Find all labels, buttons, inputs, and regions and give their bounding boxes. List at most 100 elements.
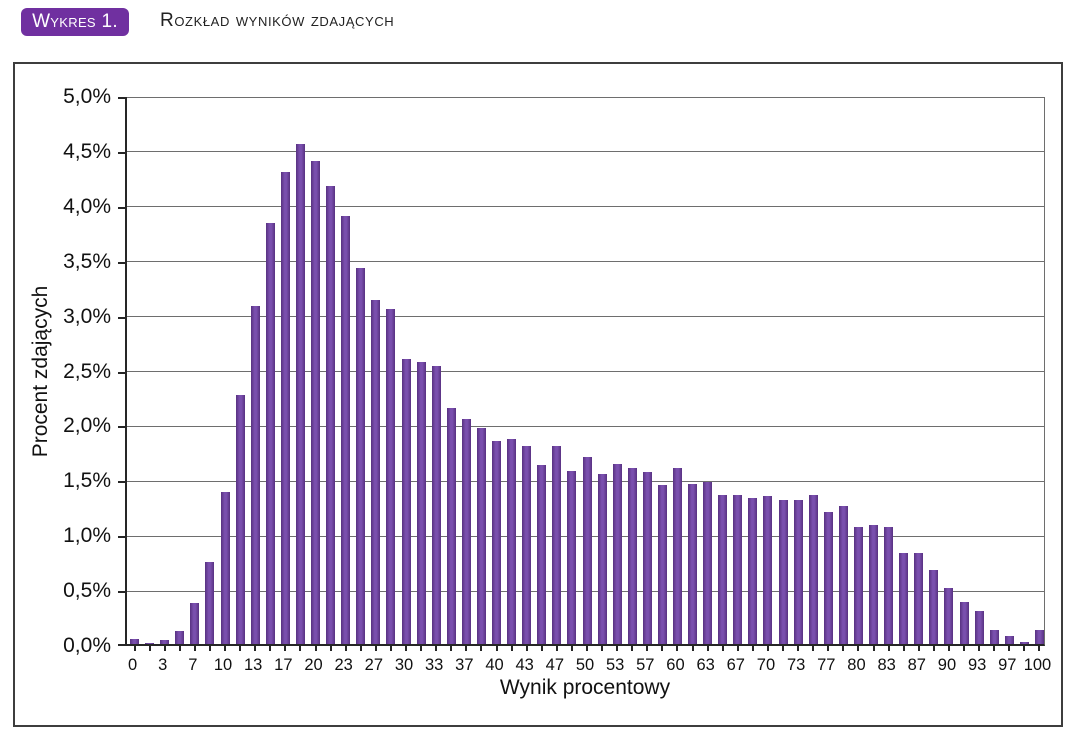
x-axis-tick (947, 646, 950, 651)
x-axis-tick (329, 646, 332, 651)
x-tick-label: 70 (756, 656, 776, 674)
x-tick-label: 73 (786, 656, 806, 674)
x-tick-label: 100 (1023, 656, 1052, 674)
x-axis-tick (299, 646, 302, 651)
bar (461, 418, 471, 644)
bar (627, 468, 637, 644)
x-axis-tick (254, 646, 257, 651)
x-tick-label: 43 (515, 656, 534, 674)
x-axis-tick (359, 646, 362, 651)
x-axis-tick (465, 646, 468, 651)
y-tick-label: 4,5% (63, 139, 111, 163)
chart-number-badge: Wykres 1. (21, 8, 129, 36)
bar (507, 438, 517, 644)
x-axis-tick (1023, 646, 1026, 651)
gridline (127, 261, 1044, 263)
gridline (127, 316, 1044, 318)
y-tick-label: 5,0% (63, 85, 111, 108)
gridline (127, 151, 1044, 153)
x-axis-tick (555, 646, 558, 651)
x-axis-tick (239, 646, 242, 651)
y-axis-tick (118, 151, 127, 154)
bar (657, 484, 667, 644)
bar (567, 470, 577, 644)
x-axis-tick (736, 646, 739, 651)
bar (763, 495, 773, 644)
chart-title: Rozkład wyników zdających (160, 10, 395, 31)
bar (492, 440, 501, 644)
x-axis-tick (420, 646, 423, 651)
x-axis-tick (932, 646, 935, 651)
x-tick-label: 57 (636, 656, 655, 674)
gridline (127, 97, 1044, 98)
x-axis-tick (782, 646, 785, 651)
bar (823, 512, 833, 644)
bar (718, 494, 728, 644)
x-tick-label: 7 (188, 656, 198, 674)
bar (959, 602, 969, 644)
x-tick-label: 40 (485, 656, 504, 674)
x-axis-tick (721, 646, 724, 651)
x-axis-tick (208, 646, 211, 651)
x-tick-label: 90 (937, 656, 957, 674)
bar (401, 358, 411, 644)
bar (914, 552, 924, 644)
bar (1019, 641, 1029, 644)
x-axis-tick (601, 646, 604, 651)
y-tick-label: 3,0% (63, 304, 111, 328)
x-axis-tick (706, 646, 709, 651)
x-axis-tick (978, 646, 981, 651)
bar (944, 588, 954, 644)
y-axis-tick (118, 481, 127, 484)
bar (235, 394, 245, 644)
bar (974, 611, 984, 644)
x-tick-label: 33 (424, 656, 444, 674)
x-tick-label: 23 (334, 656, 353, 674)
x-tick-label: 0 (127, 656, 138, 674)
x-axis-tick (284, 646, 287, 651)
x-tick-label: 13 (244, 656, 263, 674)
x-axis-tick (344, 646, 347, 651)
x-axis-tick (540, 646, 543, 651)
bar (552, 446, 562, 644)
y-axis-tick (118, 591, 127, 594)
x-axis-tick (661, 646, 664, 651)
x-axis-tick (405, 646, 408, 651)
bar (733, 494, 743, 644)
gridline (127, 206, 1044, 208)
bar (899, 552, 909, 644)
bar (884, 526, 894, 644)
bar (929, 570, 939, 644)
x-axis-tick (631, 646, 634, 651)
x-tick-label: 77 (817, 656, 836, 674)
x-axis-tick (993, 646, 996, 651)
bar (522, 446, 532, 644)
x-axis-tick (148, 646, 151, 651)
x-axis-tick (751, 646, 754, 651)
bar (190, 603, 200, 644)
x-axis-tick (374, 646, 377, 651)
y-axis-tick (118, 644, 127, 646)
x-axis-title: Wynik procentowy (499, 676, 671, 699)
chart-number-label: Wykres 1. (32, 11, 118, 32)
bar (597, 473, 607, 644)
x-axis-tick (857, 646, 860, 651)
x-axis-tick (902, 646, 905, 651)
x-axis-tick (917, 646, 920, 651)
bar (612, 463, 622, 644)
y-axis-tick (118, 536, 127, 539)
x-tick-label: 63 (696, 656, 715, 674)
x-axis-tick (827, 646, 830, 651)
x-tick-label: 83 (877, 656, 896, 674)
bar (416, 361, 426, 644)
bar (838, 505, 848, 644)
y-tick-label: 1,0% (63, 524, 111, 548)
bar (853, 526, 863, 644)
x-axis-tick (586, 646, 588, 651)
chart-frame: Procent zdających 0,0% 0,5% 1,0% 1,5% 2,0% 2,… (13, 62, 1063, 727)
x-tick-label: 20 (304, 656, 323, 674)
bar (642, 471, 652, 644)
x-tick-label: 37 (455, 656, 474, 674)
x-axis-tick (887, 646, 890, 651)
y-tick-label: 0,0% (63, 634, 111, 657)
